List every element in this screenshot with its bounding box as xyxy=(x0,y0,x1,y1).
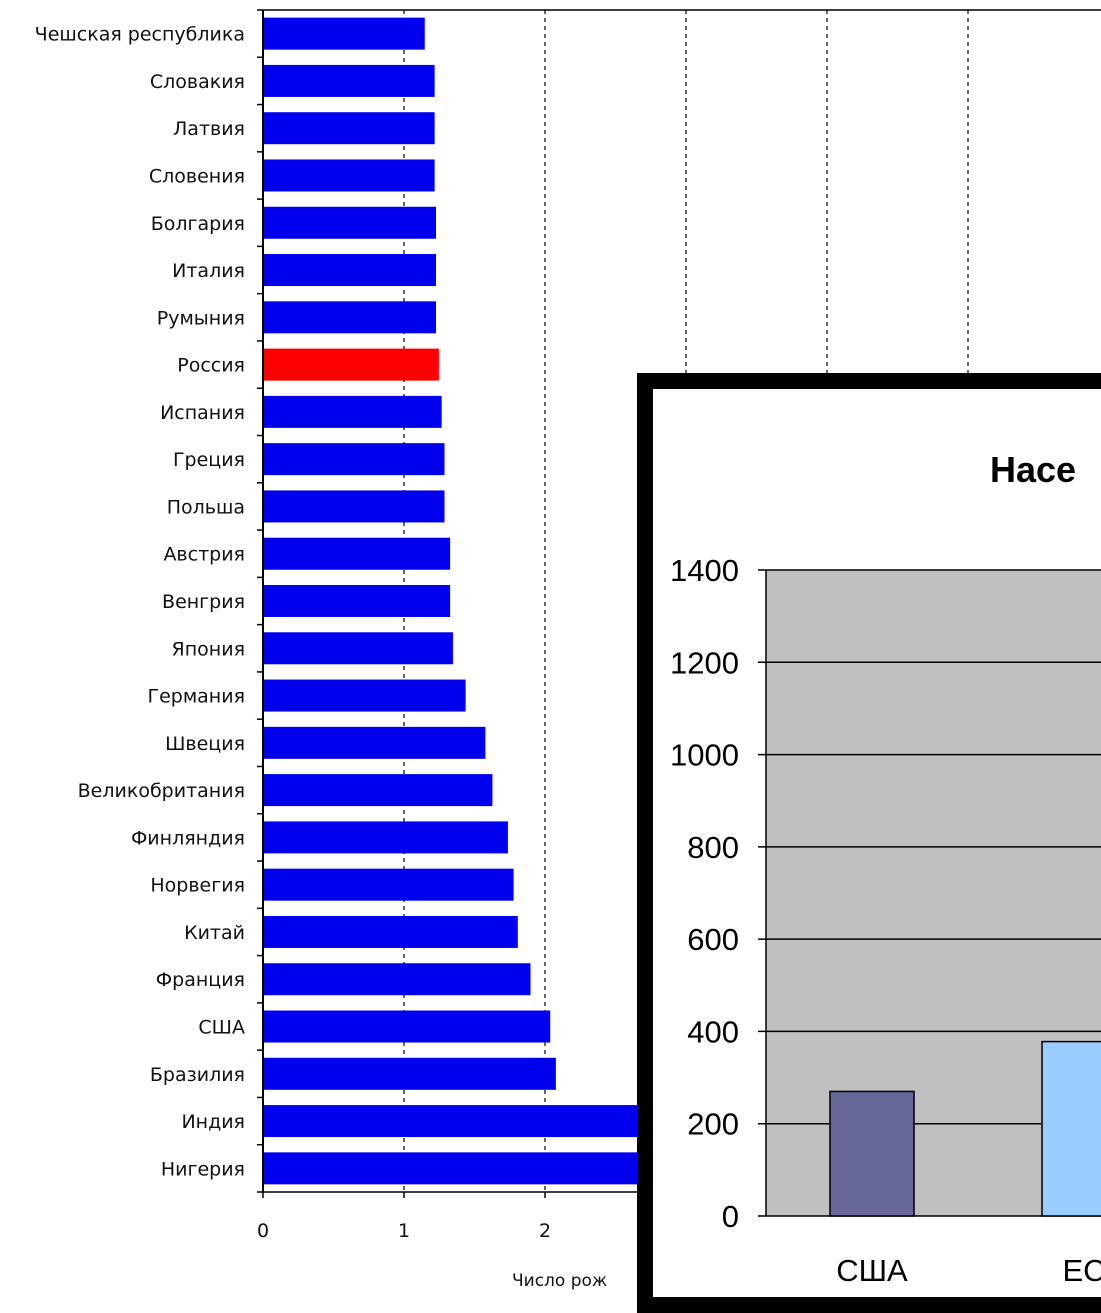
bar-14 xyxy=(264,679,466,712)
category-label: Норвегия xyxy=(150,875,245,897)
category-label: Швеция xyxy=(165,733,245,755)
population-inset-chart: Насе 1400 1200 1000 800 600 400 200 0 США ЕС xyxy=(637,373,1101,1313)
bar-16 xyxy=(264,774,493,807)
inset-category-label: ЕС xyxy=(1062,1253,1101,1288)
bar-4 xyxy=(264,206,437,239)
category-label: Великобритания xyxy=(78,780,245,802)
category-label: Германия xyxy=(147,686,245,708)
category-label: Испания xyxy=(160,402,245,424)
bar-22 xyxy=(264,1057,556,1090)
inset-y-tick-label: 1200 xyxy=(670,645,739,680)
category-label: Нигерия xyxy=(161,1158,245,1180)
bar-19 xyxy=(264,915,518,948)
bar-0 xyxy=(264,17,425,50)
bar-23 xyxy=(264,1105,687,1138)
bar-3 xyxy=(264,159,435,192)
category-label: Румыния xyxy=(157,307,245,329)
category-label: Финляндия xyxy=(131,827,245,849)
bar-20 xyxy=(264,963,531,996)
bar-15 xyxy=(264,726,486,759)
bar-9 xyxy=(264,443,445,476)
x-tick-label: 1 xyxy=(398,1220,410,1242)
inset-y-tick-label: 400 xyxy=(687,1014,739,1049)
category-label: Бразилия xyxy=(150,1064,245,1086)
inset-bar-0 xyxy=(829,1090,915,1217)
bar-7 xyxy=(264,348,439,381)
bar-2 xyxy=(264,112,435,145)
category-label: Италия xyxy=(172,260,245,282)
bar-11 xyxy=(264,537,451,570)
inset-category-label: США xyxy=(836,1253,908,1288)
main-bars xyxy=(264,17,1040,1185)
main-tick-labels: 0 1 2 xyxy=(257,1220,551,1242)
bar-21 xyxy=(264,1010,551,1043)
bar-18 xyxy=(264,868,514,901)
x-tick-label: 2 xyxy=(539,1220,551,1242)
category-label: Венгрия xyxy=(162,591,245,613)
inset-bar-1 xyxy=(1041,1040,1101,1217)
category-label: Австрия xyxy=(163,544,245,566)
category-label: Болгария xyxy=(151,213,245,235)
category-label: Франция xyxy=(156,969,245,991)
category-label: Китай xyxy=(184,922,245,944)
category-label: Польша xyxy=(167,496,245,518)
population-chart-svg: Насе 1400 1200 1000 800 600 400 200 0 США ЕС xyxy=(670,449,1101,1288)
bar-10 xyxy=(264,490,445,523)
category-label: Япония xyxy=(172,638,245,660)
main-category-labels: Чешская республика Словакия Латвия Словения… xyxy=(35,24,245,1181)
inset-y-tick-label: 600 xyxy=(687,922,739,957)
bar-5 xyxy=(264,254,437,287)
category-label: Россия xyxy=(177,355,245,377)
bar-17 xyxy=(264,821,508,854)
inset-y-tick-label: 0 xyxy=(722,1199,739,1234)
inset-y-tick-label: 200 xyxy=(687,1107,739,1142)
category-label: Индия xyxy=(181,1111,245,1133)
category-label: Словения xyxy=(149,165,245,187)
inset-y-tick-label: 800 xyxy=(687,830,739,865)
x-tick-label: 0 xyxy=(257,1220,269,1242)
inset-chart-title: Насе xyxy=(990,449,1076,490)
inset-y-tick-label: 1000 xyxy=(670,738,739,773)
bar-13 xyxy=(264,632,453,665)
category-label: Греция xyxy=(173,449,245,471)
inset-plot-area: 1400 1200 1000 800 600 400 200 0 США ЕС xyxy=(670,553,1101,1288)
bar-8 xyxy=(264,395,442,428)
x-axis-title: Число рож xyxy=(512,1271,607,1291)
bar-12 xyxy=(264,585,451,617)
inset-y-tick-label: 1400 xyxy=(670,553,739,588)
bar-6 xyxy=(264,301,437,334)
category-label: Чешская республика xyxy=(35,24,245,46)
category-label: Латвия xyxy=(173,118,245,140)
bar-1 xyxy=(264,64,435,97)
category-label: США xyxy=(198,1017,245,1039)
category-label: Словакия xyxy=(150,71,245,93)
